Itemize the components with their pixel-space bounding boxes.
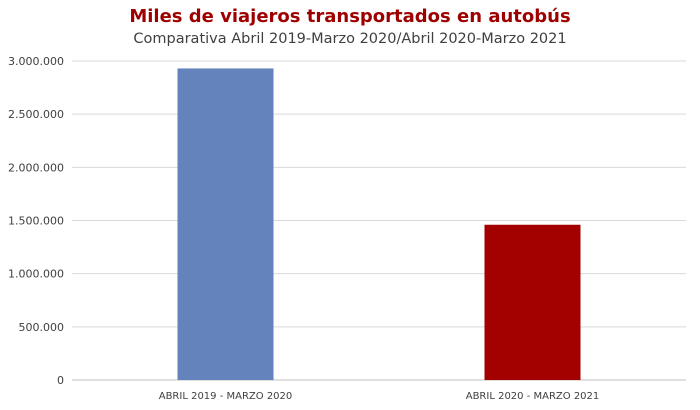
y-tick-label: 500.000 <box>19 321 65 334</box>
chart-title: Miles de viajeros transportados en autob… <box>129 6 571 27</box>
y-tick-label: 0 <box>57 374 64 387</box>
y-tick-label: 2.500.000 <box>8 108 64 121</box>
y-tick-label: 1.000.000 <box>8 268 64 281</box>
bar <box>484 224 581 380</box>
y-tick-label: 3.000.000 <box>8 55 64 68</box>
x-axis-categories: ABRIL 2019 - MARZO 2020 ABRIL 2020 - MARZ… <box>159 391 600 402</box>
y-tick-label: 2.000.000 <box>8 161 64 174</box>
bar <box>177 68 274 381</box>
gridlines <box>72 60 686 381</box>
x-category-label: ABRIL 2020 - MARZO 2021 <box>466 391 600 402</box>
chart-subtitle: Comparativa Abril 2019-Marzo 2020/Abril … <box>133 31 567 47</box>
y-axis-ticks: 0 500.000 1.000.000 1.500.000 2.000.000 2.500… <box>8 55 64 387</box>
y-tick-label: 1.500.000 <box>8 215 64 228</box>
x-category-label: ABRIL 2019 - MARZO 2020 <box>159 391 293 402</box>
bars <box>177 68 581 381</box>
